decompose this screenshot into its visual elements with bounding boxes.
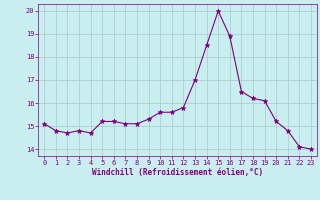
- X-axis label: Windchill (Refroidissement éolien,°C): Windchill (Refroidissement éolien,°C): [92, 168, 263, 177]
